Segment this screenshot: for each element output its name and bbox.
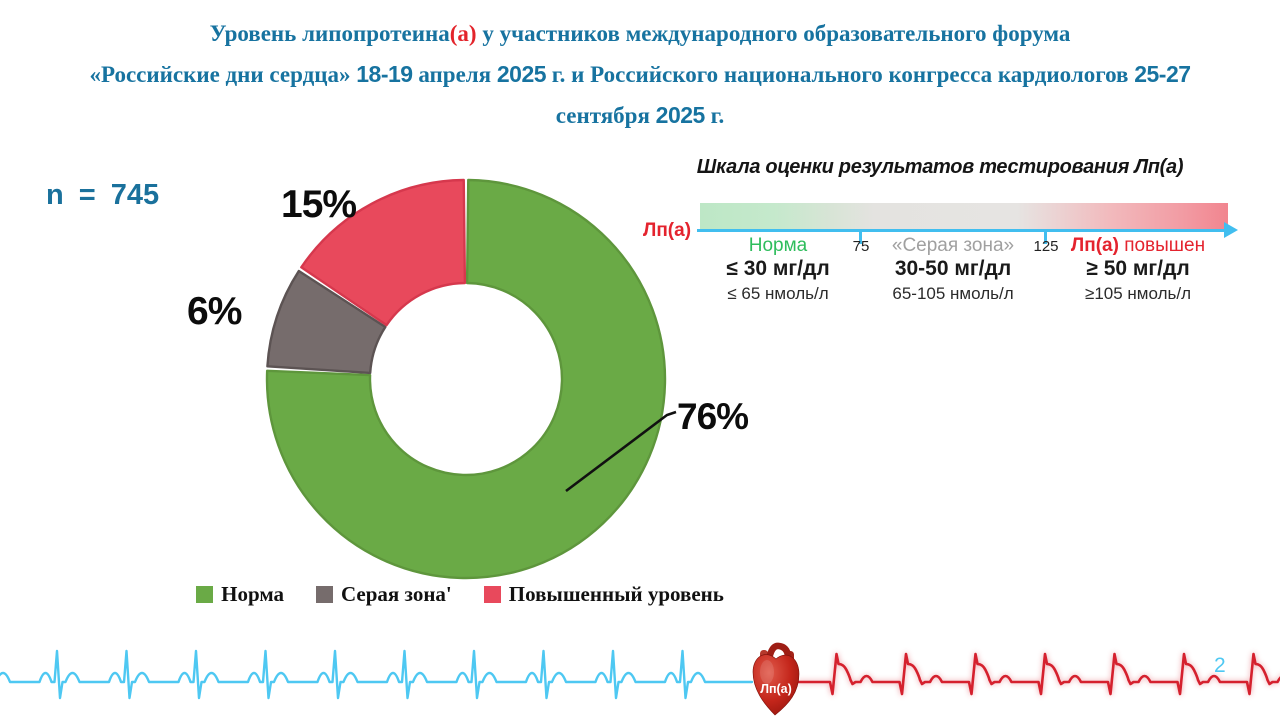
scale-tick-label-125: 125 [1033,238,1059,255]
leader-line [565,410,677,493]
heart-logo: Лп(а) [750,642,802,718]
zone-name: Лп(а) повышен [1070,235,1206,256]
ecg-strip [0,649,1280,700]
donut-chart [265,178,677,580]
zone-name: «Серая зона» [891,235,1015,256]
zone-range-mg: 30-50 мг/дл [894,257,1012,280]
scale-zone-gray: «Серая зона» 30-50 мг/дл 65-105 нмоль/л [853,236,1053,304]
title-line: Уровень липопротеина(а) у участников меж… [209,21,1071,46]
scale-zone-high: Лп(а) повышен ≥ 50 мг/дл ≥105 нмоль/л [1038,236,1238,304]
legend-swatch [196,586,214,603]
sample-size-label: n = 745 [46,179,160,211]
ecg-red-trace [796,652,1280,696]
donut-slice-1 [266,269,387,375]
donut-slice-2 [300,178,467,327]
scale-arrowhead-icon [1224,222,1238,238]
zone-range-mg: ≤ 30 мг/дл [726,257,830,280]
label-norm-pct: 76% [677,396,749,437]
legend-item: Повышенный уровень [483,582,724,607]
label-gray-pct: 6% [187,290,242,333]
slide-title: Уровень липопротеина(а) у участников меж… [40,14,1240,136]
label-high-pct: 15% [281,183,357,226]
scale-zone-norm: Норма ≤ 30 мг/дл ≤ 65 нмоль/л [678,236,878,304]
legend-item: Серая зона' [315,582,452,607]
zone-range-mg: ≥ 50 мг/дл [1086,257,1190,280]
donut-slice-0 [265,178,667,580]
legend-label: Повышенный уровень [508,582,724,606]
zone-range-nmol: ≤ 65 нмоль/л [727,284,829,303]
chart-legend: Норма Серая зона' Повышенный уровень [140,582,780,607]
legend-label: Норма [221,582,284,606]
legend-swatch [315,586,333,603]
ecg-blue-trace [0,649,754,700]
page-number: 2 [1214,654,1226,677]
title-line: «Российские дни сердца» 18-19 апреля 202… [89,61,1191,87]
scale-axis-line [697,229,1225,232]
scale-tick-125 [1044,229,1047,244]
heart-logo-label: Лп(а) [760,682,792,696]
zone-range-nmol: ≥105 нмоль/л [1085,284,1191,303]
scale-tick-75 [859,229,862,244]
legend-label: Серая зона' [340,582,452,606]
legend-item: Норма [196,582,284,607]
scale-tick-label-75: 75 [852,238,870,255]
zone-range-nmol: 65-105 нмоль/л [892,284,1014,303]
title-line: сентября 2025 г. [555,102,725,128]
legend-swatch [483,586,501,603]
scale-panel-title: Шкала оценки результатов тестирования Лп… [696,156,1184,178]
zone-name: Норма [748,235,808,256]
scale-axis-label: Лп(а) [643,220,692,241]
heart-icon: Лп(а) [752,642,800,716]
scale-gradient-bar [700,203,1228,229]
